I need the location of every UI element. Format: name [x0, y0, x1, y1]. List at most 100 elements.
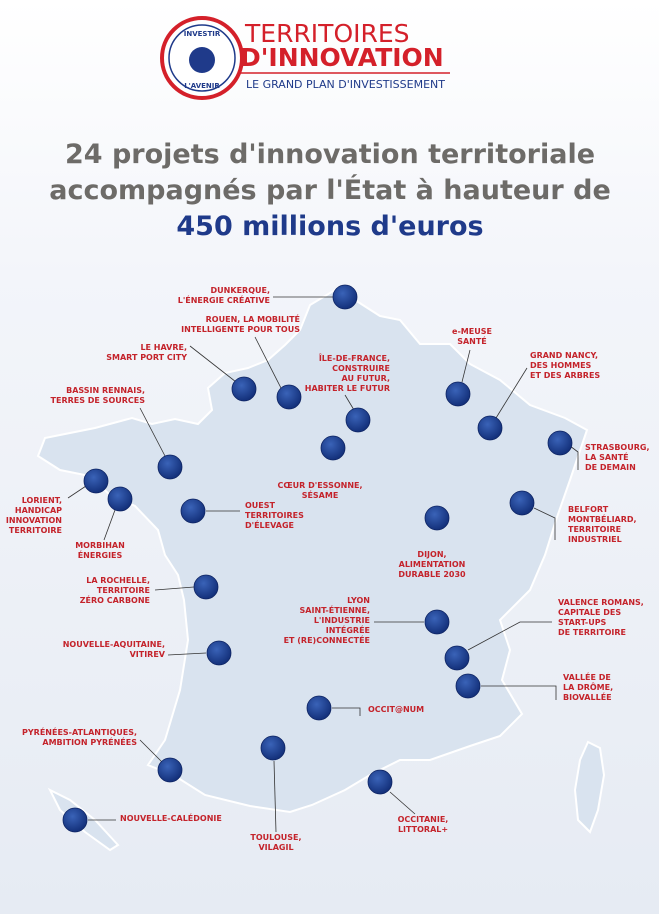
project-dot	[260, 735, 286, 761]
project-label: SANTÉ	[457, 335, 487, 346]
project-label: e-MEUSE	[452, 327, 492, 336]
project-dot	[547, 430, 573, 456]
project-label: LITTORAL+	[398, 825, 448, 834]
logo: INVESTIR L'AVENIR TERRITOIRES D'INNOVATI…	[160, 16, 450, 100]
project-label: LA ROCHELLE,	[86, 576, 150, 585]
project-label: TERRITOIRE	[97, 586, 150, 595]
project-dot	[445, 381, 471, 407]
projects: DUNKERQUE,L'ÉNERGIE CRÉATIVE ROUEN, LA MO…	[6, 284, 650, 852]
logo-bottom: L'AVENIR	[184, 82, 220, 90]
project-dot	[180, 498, 206, 524]
project-label: LA DRÔME,	[563, 681, 613, 692]
france-outline	[36, 288, 589, 814]
project-label: VILAGIL	[258, 843, 293, 852]
project-dot	[332, 284, 358, 310]
project-label: MONTBÉLIARD,	[568, 513, 637, 524]
project-label: TERRES DE SOURCES	[51, 396, 146, 405]
project-dot	[345, 407, 371, 433]
project-label: DES HOMMES	[530, 361, 592, 370]
project-dot	[206, 640, 232, 666]
project-label: INTELLIGENTE POUR TOUS	[181, 325, 300, 334]
project-label: ÎLE-DE-FRANCE,	[319, 352, 390, 363]
project-dot	[509, 490, 535, 516]
project-label: HABITER LE FUTUR	[305, 384, 390, 393]
corsica	[573, 740, 606, 834]
leader-line	[389, 791, 416, 815]
project-dot	[83, 468, 109, 494]
project-dot	[193, 574, 219, 600]
project-label: AMBITION PYRÉNÉES	[42, 736, 137, 747]
project-label: TERRITOIRE	[9, 526, 62, 535]
project-label: ÉNERGIES	[78, 549, 123, 560]
project-label: SAINT-ÉTIENNE,	[300, 604, 370, 615]
brand-line2: D'INNOVATION	[240, 43, 444, 72]
project-label: LORIENT,	[22, 496, 62, 505]
project-label: VALENCE ROMANS,	[558, 598, 644, 607]
project-label: DUNKERQUE,	[211, 286, 270, 295]
project-dot	[455, 673, 481, 699]
project-label: INNOVATION	[6, 516, 62, 525]
project-dot	[306, 695, 332, 721]
project-label: VITIREV	[130, 650, 166, 659]
leader-line	[67, 485, 87, 499]
project-label: VALLÉE DE	[563, 671, 611, 682]
project-label: OCCITANIE,	[398, 815, 449, 824]
project-label: LA SANTÉ	[585, 451, 629, 462]
project-label: NOUVELLE-AQUITAINE,	[63, 640, 165, 649]
project-label: START-UPS	[558, 618, 607, 627]
project-label: AU FUTUR,	[342, 374, 391, 383]
project-label: BASSIN RENNAIS,	[66, 386, 145, 395]
project-dot	[62, 807, 88, 833]
project: OCCITANIE,LITTORAL+	[367, 769, 449, 834]
leader-line	[481, 685, 557, 700]
project-dot	[477, 415, 503, 441]
logo-top: INVESTIR	[184, 30, 221, 38]
project-label: MORBIHAN	[75, 541, 125, 550]
leader-line	[569, 445, 579, 470]
project-label: INTÉGRÉE	[326, 624, 370, 635]
leader-line	[254, 336, 283, 391]
project-label: DE TERRITOIRE	[558, 628, 626, 637]
project-label: ALIMENTATION	[399, 560, 466, 569]
project-dot	[107, 486, 133, 512]
project-label: TOULOUSE,	[250, 833, 301, 842]
project-label: OUEST	[245, 501, 276, 510]
project-label: DE DEMAIN	[585, 463, 636, 472]
leader-line	[154, 586, 195, 591]
title-line: accompagnés par l'État à hauteur de	[49, 174, 611, 206]
project-label: L'ÉNERGIE CRÉATIVE	[178, 294, 270, 305]
project-label: ZÉRO CARBONE	[80, 594, 150, 605]
project-dot	[367, 769, 393, 795]
project-dot	[444, 645, 470, 671]
project-dot	[320, 435, 346, 461]
leader-line	[461, 349, 471, 383]
leader-line	[533, 507, 556, 540]
project-label: SMART PORT CITY	[106, 353, 187, 362]
project: NOUVELLE-AQUITAINE,VITIREV	[63, 640, 232, 666]
project-label: SÉSAME	[302, 489, 339, 500]
project-label: GRAND NANCY,	[530, 351, 598, 360]
project-dot	[276, 384, 302, 410]
project: TOULOUSE,VILAGIL	[250, 735, 302, 852]
project-label: OCCIT@NUM	[368, 705, 424, 714]
map	[36, 288, 606, 852]
project-label: DURABLE 2030	[398, 570, 466, 579]
project: PYRÉNÉES-ATLANTIQUES,AMBITION PYRÉNÉES	[22, 726, 183, 783]
project-dot	[231, 376, 257, 402]
leader-line	[495, 367, 528, 419]
leader-line	[467, 621, 552, 651]
project: LYONSAINT-ÉTIENNE,L'INDUSTRIEINTÉGRÉEET …	[284, 596, 450, 645]
project-dot	[424, 609, 450, 635]
project-label: ET DES ARBRES	[530, 371, 600, 380]
project-label: INDUSTRIEL	[568, 535, 622, 544]
project-label: CŒUR D'ESSONNE,	[277, 481, 362, 490]
